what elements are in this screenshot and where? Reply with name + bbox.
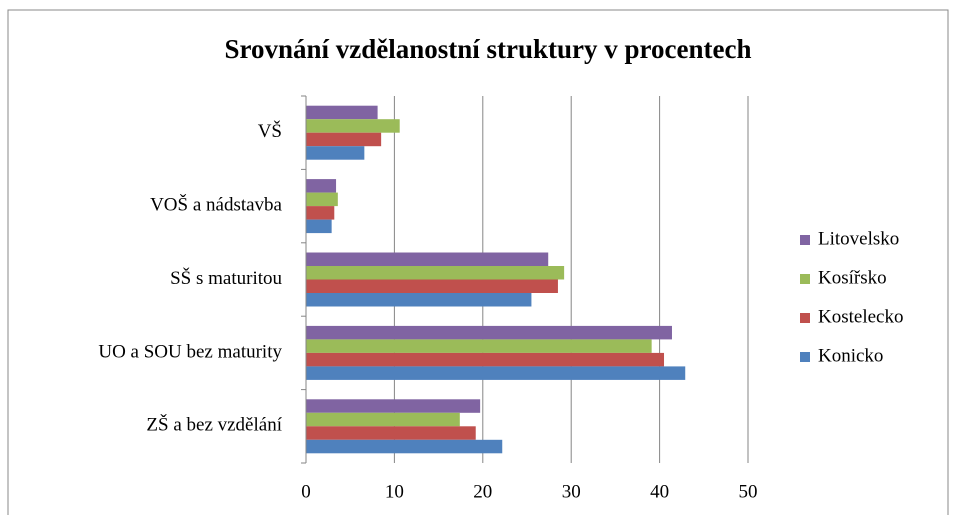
legend-label: Kostelecko — [818, 306, 903, 327]
x-tick-label: 10 — [385, 481, 404, 502]
bar — [306, 206, 335, 220]
y-tick-label: SŠ s maturitou — [170, 267, 282, 289]
x-tick-label: 20 — [473, 481, 492, 502]
bar — [306, 132, 382, 147]
bar — [306, 325, 672, 340]
bar — [306, 192, 338, 207]
legend-label: Litovelsko — [818, 228, 899, 249]
x-tick-label: 40 — [650, 481, 669, 502]
bar — [306, 293, 532, 307]
y-tick-label: ZŠ a bez vzdělání — [146, 414, 282, 436]
bar — [306, 439, 503, 454]
legend-label: Kosířsko — [818, 267, 887, 288]
bar — [306, 399, 481, 413]
bar — [306, 252, 549, 266]
bar — [306, 366, 686, 380]
bar — [306, 279, 558, 293]
bar — [306, 339, 652, 353]
y-tick-label: VŠ — [258, 120, 282, 142]
y-tick-label: UO a SOU bez maturity — [98, 341, 282, 362]
bar — [306, 219, 332, 234]
legend-swatch — [800, 352, 810, 362]
bar — [306, 119, 400, 133]
legend-label: Konicko — [818, 345, 883, 366]
bar — [306, 105, 378, 120]
bar — [306, 179, 337, 193]
bar — [306, 146, 365, 160]
bar — [306, 266, 565, 280]
legend-swatch — [800, 313, 810, 323]
bar — [306, 352, 665, 367]
x-tick-label: 50 — [739, 481, 758, 502]
x-tick-label: 30 — [562, 481, 581, 502]
chart-title: Srovnání vzdělanostní struktury v procen… — [224, 34, 751, 64]
legend-swatch — [800, 274, 810, 284]
bar — [306, 426, 476, 440]
bar — [306, 412, 460, 427]
legend-swatch — [800, 235, 810, 245]
y-tick-label: VOŠ a nádstavba — [150, 193, 282, 215]
x-tick-label: 0 — [301, 481, 311, 502]
